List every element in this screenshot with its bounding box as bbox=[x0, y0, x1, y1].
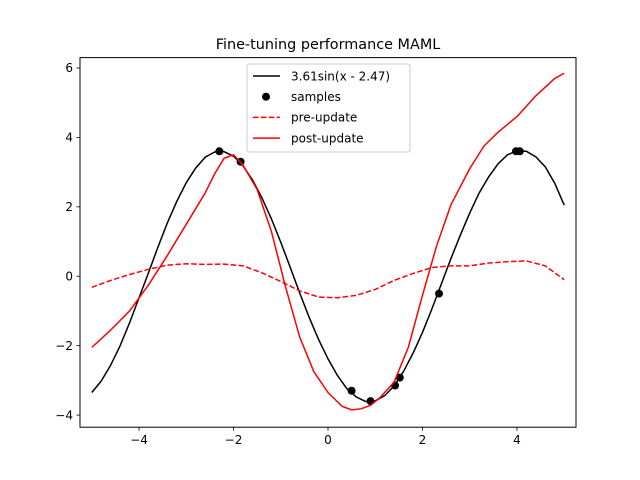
y-tick-label: 2 bbox=[65, 200, 73, 214]
y-tick-label: 6 bbox=[65, 61, 73, 75]
series-line-0 bbox=[91, 150, 565, 403]
x-tick-label: −4 bbox=[130, 433, 148, 447]
sample-point bbox=[395, 373, 404, 382]
x-tick-label: 0 bbox=[324, 433, 332, 447]
x-tick-label: 2 bbox=[419, 433, 427, 447]
series-line-2 bbox=[91, 260, 565, 299]
legend-label: pre-update bbox=[291, 111, 357, 125]
series-line-3 bbox=[91, 72, 565, 411]
axis-ticks: −4 −2 0 2 4 −4 −2 0 2 4 6 bbox=[55, 61, 520, 447]
sample-point bbox=[435, 289, 444, 298]
sample-point bbox=[391, 381, 400, 390]
sample-point bbox=[347, 386, 356, 395]
legend-label: 3.61sin(x - 2.47) bbox=[291, 69, 390, 83]
chart-title: Fine-tuning performance MAML bbox=[216, 37, 441, 53]
legend-box bbox=[246, 63, 411, 153]
y-tick-label: −2 bbox=[55, 339, 73, 353]
sample-point bbox=[515, 147, 524, 156]
x-tick-label: −2 bbox=[225, 433, 243, 447]
x-tick-label: 4 bbox=[513, 433, 521, 447]
plot-area bbox=[91, 72, 565, 411]
legend-label: samples bbox=[291, 90, 341, 104]
legend-marker bbox=[262, 92, 270, 101]
legend-label: post-update bbox=[291, 131, 364, 145]
sample-point bbox=[215, 147, 224, 156]
legend: 3.61sin(x - 2.47) samples pre-update post-u… bbox=[246, 63, 411, 153]
y-tick-label: 4 bbox=[65, 131, 73, 145]
y-tick-label: 0 bbox=[65, 269, 73, 283]
y-tick-label: −4 bbox=[55, 408, 73, 422]
